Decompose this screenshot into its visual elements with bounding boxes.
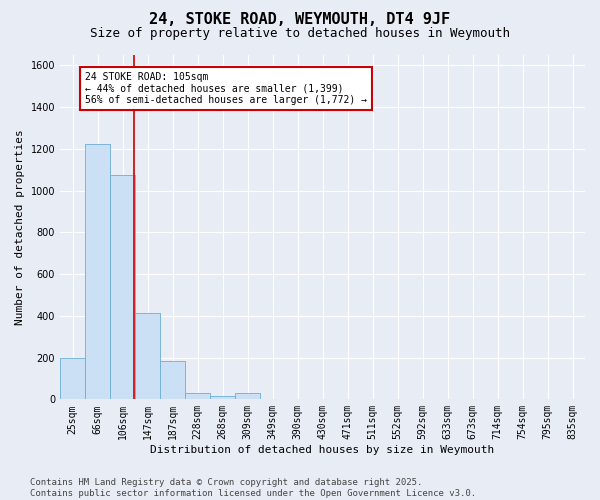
- Bar: [85, 144, 110, 400]
- Bar: [210, 396, 235, 400]
- Bar: [235, 393, 260, 400]
- Text: Size of property relative to detached houses in Weymouth: Size of property relative to detached ho…: [90, 28, 510, 40]
- Text: Contains HM Land Registry data © Crown copyright and database right 2025.
Contai: Contains HM Land Registry data © Crown c…: [30, 478, 476, 498]
- Bar: [110, 175, 135, 400]
- Bar: [160, 361, 185, 400]
- Bar: [135, 312, 160, 400]
- Bar: [185, 392, 210, 400]
- Bar: [60, 358, 85, 400]
- Y-axis label: Number of detached properties: Number of detached properties: [15, 130, 25, 325]
- Text: 24, STOKE ROAD, WEYMOUTH, DT4 9JF: 24, STOKE ROAD, WEYMOUTH, DT4 9JF: [149, 12, 451, 28]
- Text: 24 STOKE ROAD: 105sqm
← 44% of detached houses are smaller (1,399)
56% of semi-d: 24 STOKE ROAD: 105sqm ← 44% of detached …: [85, 72, 367, 105]
- X-axis label: Distribution of detached houses by size in Weymouth: Distribution of detached houses by size …: [151, 445, 494, 455]
